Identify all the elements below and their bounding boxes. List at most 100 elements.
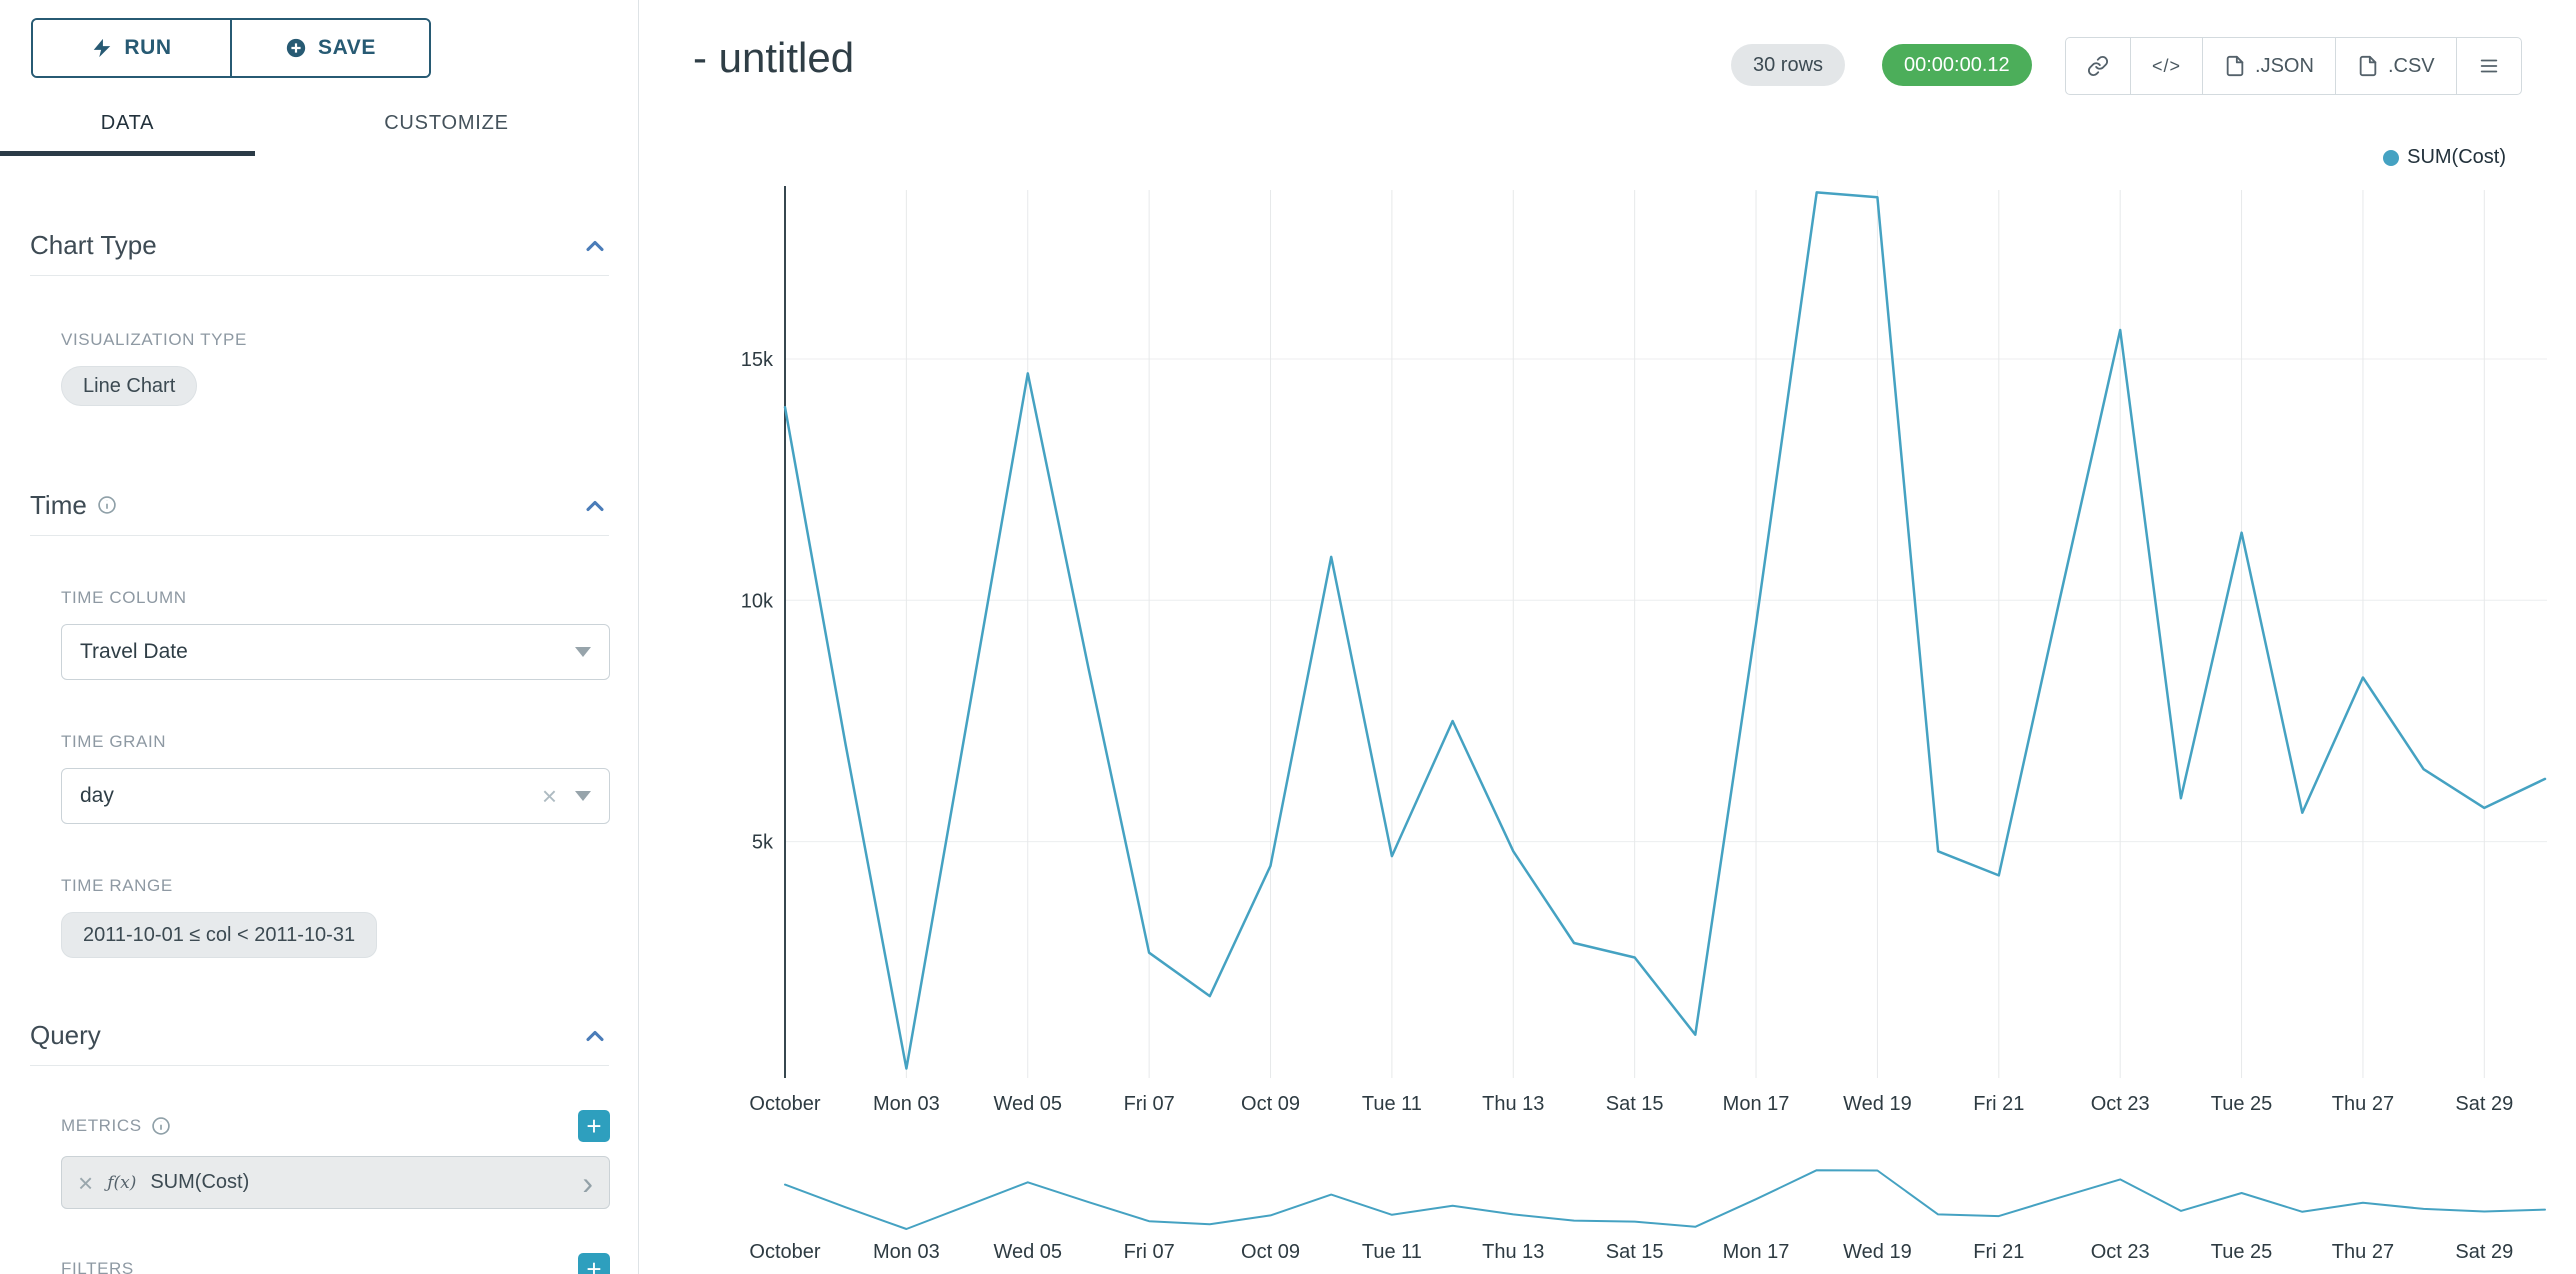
svg-text:Thu 13: Thu 13 xyxy=(1482,1093,1544,1115)
svg-text:Tue 25: Tue 25 xyxy=(2211,1241,2273,1263)
svg-text:Mon 03: Mon 03 xyxy=(873,1241,940,1263)
chart-title[interactable]: - untitled xyxy=(693,34,855,81)
chart-legend[interactable]: SUM(Cost) xyxy=(2383,146,2506,169)
control-sidebar: RUN SAVE DATA CUSTOMIZE Chart T xyxy=(0,0,639,1274)
svg-text:Thu 27: Thu 27 xyxy=(2332,1241,2394,1263)
time-range-label: TIME RANGE xyxy=(61,876,173,895)
caret-down-icon xyxy=(575,647,591,657)
section-chart-type-title: Chart Type xyxy=(30,230,157,260)
menu-button[interactable] xyxy=(2455,37,2522,95)
time-grain-label: TIME GRAIN xyxy=(61,732,167,751)
visualization-type-label: VISUALIZATION TYPE xyxy=(61,330,247,349)
brush-chart[interactable]: October Mon 03 Wed 05 Fri 07 Oct 09 Tue 11 Thu… xyxy=(639,1124,2574,1274)
info-icon xyxy=(97,491,117,520)
section-time-title: Time xyxy=(30,490,87,520)
time-column-label: TIME COLUMN xyxy=(61,588,187,607)
view-query-button[interactable]: </> xyxy=(2130,37,2204,95)
export-json-label: .JSON xyxy=(2255,54,2314,77)
metric-item[interactable]: × ƒ(x) SUM(Cost) › xyxy=(61,1156,610,1209)
lightning-icon xyxy=(94,38,111,58)
svg-text:Wed 05: Wed 05 xyxy=(993,1093,1062,1115)
caret-down-icon xyxy=(575,791,591,801)
svg-text:Wed 19: Wed 19 xyxy=(1843,1241,1912,1263)
chart-area: - untitled 30 rows 00:00:00.12 </> .JSON xyxy=(639,0,2576,1274)
section-query-title: Query xyxy=(30,1020,101,1050)
svg-text:Oct 23: Oct 23 xyxy=(2091,1241,2150,1263)
svg-text:Fri 07: Fri 07 xyxy=(1124,1241,1175,1263)
svg-text:Mon 17: Mon 17 xyxy=(1723,1241,1790,1263)
section-chart-type-header[interactable]: Chart Type xyxy=(30,230,609,261)
time-grain-select[interactable]: day × xyxy=(61,768,610,824)
legend-label: SUM(Cost) xyxy=(2407,146,2506,168)
chevron-up-icon[interactable] xyxy=(581,1022,609,1050)
svg-text:Tue 25: Tue 25 xyxy=(2211,1093,2273,1115)
metrics-row: METRICS + xyxy=(61,1110,610,1142)
section-divider xyxy=(30,1065,609,1066)
filters-row: FILTERS + xyxy=(61,1253,610,1274)
sidebar-tabs: DATA CUSTOMIZE xyxy=(0,96,638,156)
time-column-select[interactable]: Travel Date xyxy=(61,624,610,680)
filters-label: FILTERS xyxy=(61,1259,134,1274)
svg-text:Mon 03: Mon 03 xyxy=(873,1093,940,1115)
remove-metric-icon[interactable]: × xyxy=(78,1167,94,1198)
plus-circle-icon xyxy=(286,38,306,58)
legend-swatch xyxy=(2383,149,2400,166)
chevron-up-icon[interactable] xyxy=(581,232,609,260)
svg-text:5k: 5k xyxy=(752,832,774,854)
svg-text:Oct 23: Oct 23 xyxy=(2091,1093,2150,1115)
add-filter-button[interactable]: + xyxy=(578,1253,610,1274)
export-button-group: </> .JSON .CSV xyxy=(2065,37,2522,95)
save-button-label: SAVE xyxy=(317,36,377,59)
svg-text:Mon 17: Mon 17 xyxy=(1723,1093,1790,1115)
svg-text:Wed 19: Wed 19 xyxy=(1843,1093,1912,1115)
code-icon: </> xyxy=(2152,55,2182,76)
svg-text:15k: 15k xyxy=(741,349,774,371)
time-grain-value: day xyxy=(80,784,114,807)
svg-text:Sat 15: Sat 15 xyxy=(1606,1241,1664,1263)
time-column-value: Travel Date xyxy=(80,640,188,663)
export-csv-label: .CSV xyxy=(2387,54,2435,77)
svg-text:Fri 21: Fri 21 xyxy=(1973,1093,2024,1115)
tab-data[interactable]: DATA xyxy=(0,96,255,156)
svg-text:Oct 09: Oct 09 xyxy=(1241,1241,1300,1263)
visualization-type-chip[interactable]: Line Chart xyxy=(61,366,198,406)
tab-customize[interactable]: CUSTOMIZE xyxy=(255,96,638,156)
share-link-button[interactable] xyxy=(2065,37,2131,95)
svg-text:Sat 29: Sat 29 xyxy=(2455,1241,2513,1263)
svg-text:Oct 09: Oct 09 xyxy=(1241,1093,1300,1115)
svg-text:Fri 07: Fri 07 xyxy=(1124,1093,1175,1115)
time-range-chip[interactable]: 2011-10-01 ≤ col < 2011-10-31 xyxy=(61,912,378,958)
metrics-label: METRICS xyxy=(61,1112,171,1141)
section-divider xyxy=(30,535,609,536)
svg-text:10k: 10k xyxy=(741,590,774,612)
svg-text:Tue 11: Tue 11 xyxy=(1362,1093,1422,1115)
file-icon xyxy=(2226,55,2244,77)
hamburger-icon xyxy=(2480,59,2497,73)
tab-data-label: DATA xyxy=(100,112,155,134)
export-json-button[interactable]: .JSON xyxy=(2202,37,2336,95)
row-count-badge: 30 rows xyxy=(1731,44,1846,86)
save-button[interactable]: SAVE xyxy=(230,20,429,76)
svg-text:Thu 13: Thu 13 xyxy=(1482,1241,1544,1263)
function-badge: ƒ(x) xyxy=(107,1172,137,1193)
add-metric-button[interactable]: + xyxy=(578,1110,610,1142)
section-query-header[interactable]: Query xyxy=(30,1020,609,1051)
svg-text:October: October xyxy=(749,1241,820,1263)
section-divider xyxy=(30,275,609,276)
svg-text:Wed 05: Wed 05 xyxy=(993,1241,1062,1263)
section-time-header[interactable]: Time xyxy=(30,490,609,521)
expand-metric-icon[interactable]: › xyxy=(582,1164,593,1201)
run-button-label: RUN xyxy=(124,36,172,59)
query-timer-badge: 00:00:00.12 xyxy=(1882,44,2032,86)
line-chart: 5k 10k 15k October Mon 03 Wed 05 Fri 07 Oct 09 T… xyxy=(741,186,2547,1115)
svg-text:Sat 15: Sat 15 xyxy=(1606,1093,1664,1115)
svg-text:Fri 21: Fri 21 xyxy=(1973,1241,2024,1263)
control-panel: Chart Type VISUALIZATION TYPE Line Chart… xyxy=(0,156,638,1274)
link-icon xyxy=(2087,55,2109,77)
metric-name: SUM(Cost) xyxy=(150,1171,250,1193)
chevron-up-icon[interactable] xyxy=(581,492,609,520)
clear-icon[interactable]: × xyxy=(541,781,557,811)
run-button[interactable]: RUN xyxy=(33,20,230,76)
export-csv-button[interactable]: .CSV xyxy=(2334,37,2457,95)
